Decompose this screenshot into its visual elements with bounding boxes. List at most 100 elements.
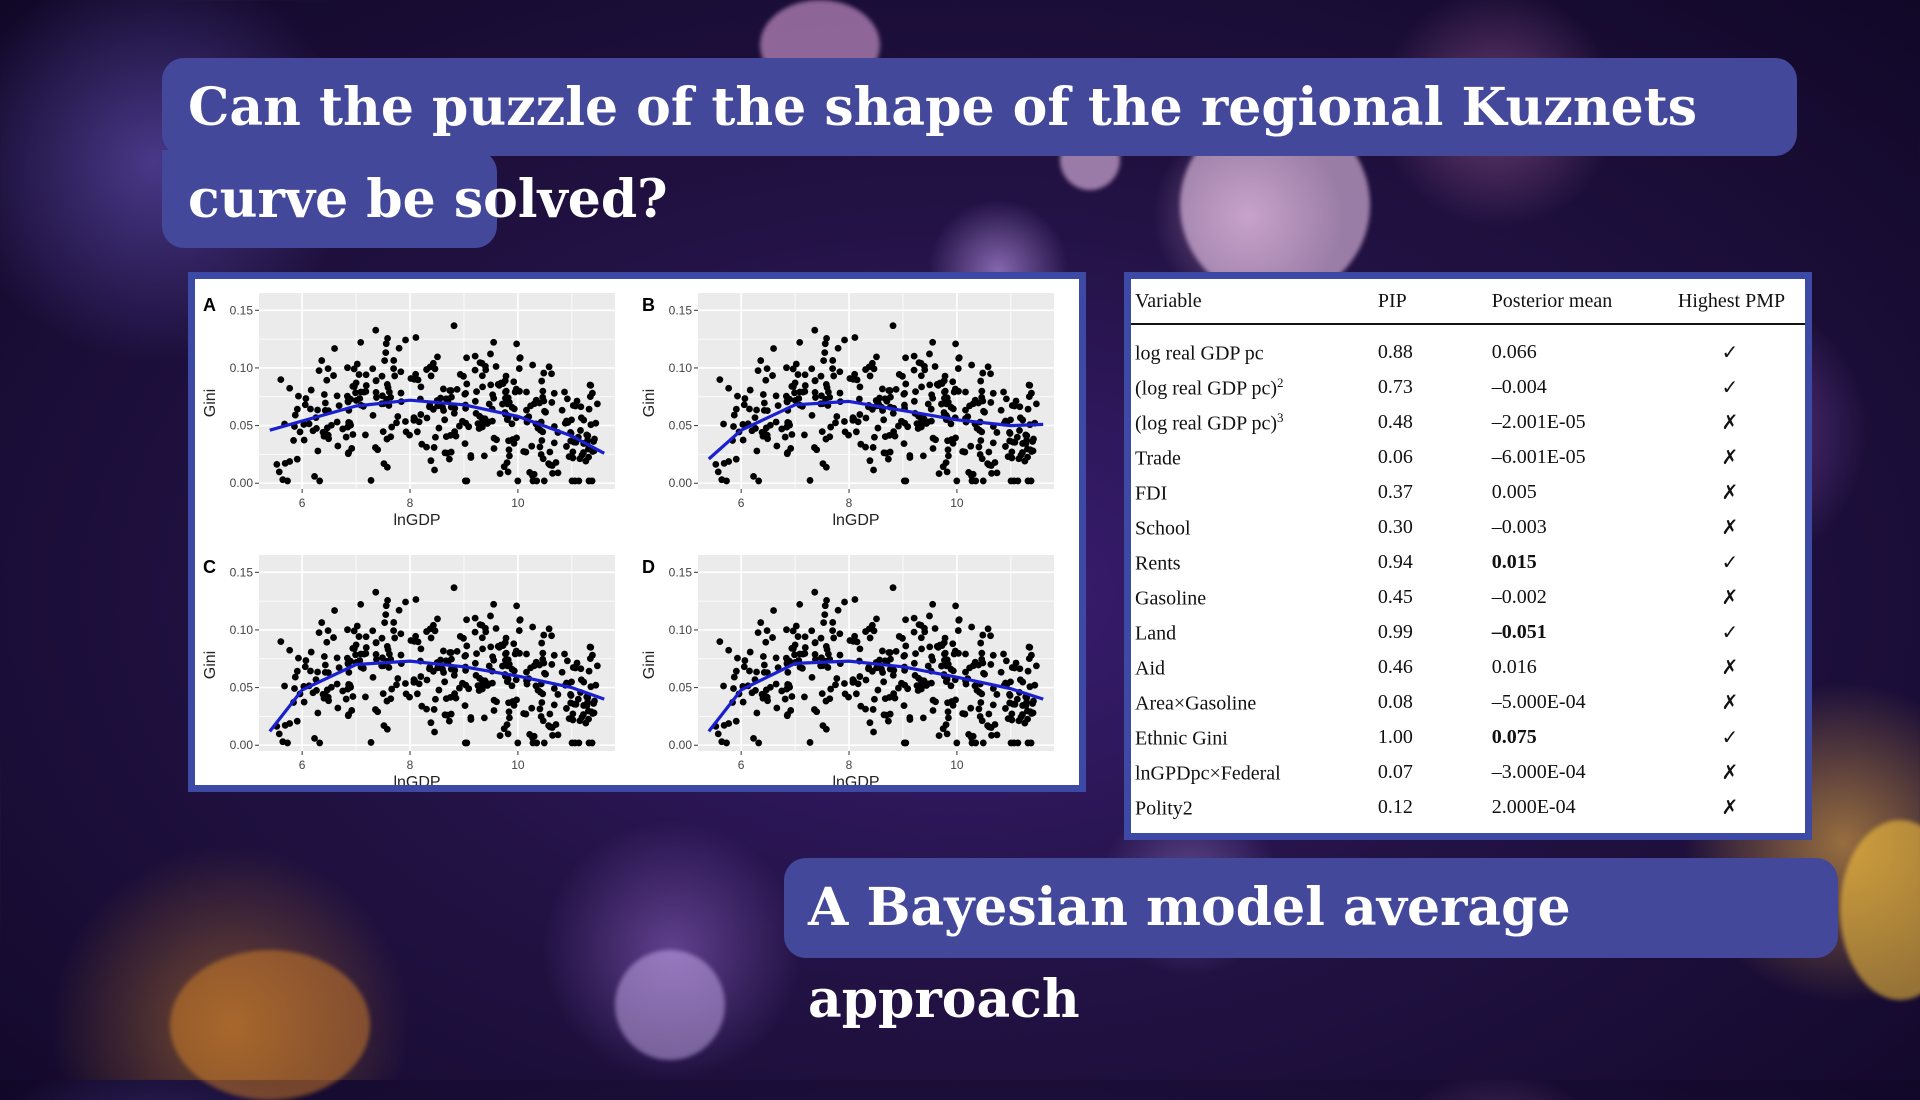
data-point bbox=[801, 633, 809, 641]
data-point bbox=[1008, 402, 1016, 409]
data-point bbox=[275, 730, 283, 738]
data-point bbox=[342, 433, 350, 441]
data-point bbox=[954, 627, 962, 634]
data-point bbox=[480, 714, 488, 722]
data-point bbox=[915, 674, 922, 682]
data-point bbox=[385, 388, 393, 396]
data-point bbox=[586, 381, 594, 389]
x-tick-label: 6 bbox=[738, 758, 745, 772]
data-point bbox=[463, 642, 471, 650]
data-point bbox=[503, 678, 511, 686]
data-point bbox=[475, 687, 483, 694]
data-point bbox=[442, 657, 450, 665]
data-point bbox=[355, 633, 363, 640]
cell-highest-pmp: ✗ bbox=[1674, 755, 1805, 790]
cell-variable: (log real GDP pc)3 bbox=[1131, 405, 1378, 440]
data-point bbox=[746, 648, 754, 656]
cell-highest-pmp: ✓ bbox=[1674, 615, 1805, 650]
data-point bbox=[750, 473, 757, 480]
data-point bbox=[373, 394, 380, 401]
data-point bbox=[876, 394, 883, 402]
data-point bbox=[527, 402, 534, 410]
data-point bbox=[949, 378, 957, 386]
data-point bbox=[550, 389, 558, 397]
data-point bbox=[1025, 381, 1033, 389]
data-point bbox=[333, 680, 341, 688]
data-point bbox=[989, 439, 997, 447]
data-point bbox=[884, 717, 892, 725]
pmp-mark: ✓ bbox=[1721, 377, 1739, 399]
data-point bbox=[482, 628, 490, 636]
data-point bbox=[989, 389, 997, 397]
data-point bbox=[891, 694, 899, 702]
data-point bbox=[1024, 405, 1032, 413]
data-point bbox=[772, 418, 780, 426]
data-point bbox=[394, 413, 402, 420]
data-point bbox=[1004, 453, 1012, 460]
data-point bbox=[385, 664, 393, 671]
data-point bbox=[817, 662, 825, 670]
cell-variable: lnGPDpc×Federal bbox=[1131, 755, 1378, 790]
bma-results-table-frame: Variable PIP Posterior mean Highest PMP … bbox=[1124, 272, 1812, 840]
data-point bbox=[506, 452, 513, 460]
data-point bbox=[302, 395, 310, 402]
data-point bbox=[529, 361, 537, 369]
data-point bbox=[886, 710, 894, 718]
data-point bbox=[353, 622, 361, 630]
table-row: (log real GDP pc)2 0.73 –0.004 ✓ bbox=[1131, 370, 1805, 405]
data-point bbox=[789, 627, 797, 635]
data-point bbox=[941, 394, 948, 402]
data-point bbox=[281, 682, 288, 690]
data-point bbox=[834, 344, 842, 352]
data-point bbox=[372, 326, 380, 334]
data-point bbox=[979, 369, 987, 377]
variable-name: (log real GDP pc) bbox=[1135, 377, 1277, 400]
data-point bbox=[447, 710, 455, 718]
y-tick-label: 0.15 bbox=[230, 565, 254, 579]
data-point bbox=[1019, 678, 1027, 686]
data-point bbox=[390, 357, 398, 364]
data-point bbox=[952, 696, 959, 704]
data-point bbox=[849, 414, 857, 421]
data-point bbox=[917, 372, 925, 380]
data-point bbox=[300, 436, 308, 444]
title-background bbox=[162, 150, 497, 248]
data-point bbox=[1024, 667, 1032, 675]
data-point bbox=[730, 423, 737, 430]
data-point bbox=[435, 686, 443, 694]
data-point bbox=[832, 681, 839, 689]
data-point bbox=[390, 365, 398, 373]
x-tick-label: 6 bbox=[738, 496, 745, 510]
data-point bbox=[446, 693, 454, 701]
data-point bbox=[880, 449, 888, 457]
data-point bbox=[943, 662, 950, 670]
data-point bbox=[446, 387, 454, 394]
data-point bbox=[984, 625, 992, 633]
data-point bbox=[450, 584, 458, 592]
data-point bbox=[379, 690, 387, 698]
fit-curve bbox=[707, 399, 1044, 461]
data-point bbox=[817, 372, 825, 380]
data-point bbox=[439, 647, 447, 655]
data-point bbox=[1000, 388, 1007, 396]
data-point bbox=[921, 628, 929, 636]
data-point bbox=[505, 437, 512, 445]
data-point bbox=[441, 416, 449, 424]
data-point bbox=[953, 477, 961, 485]
data-point bbox=[536, 443, 544, 451]
y-tick-label: 0.05 bbox=[230, 681, 254, 695]
data-point bbox=[943, 468, 951, 476]
header-pip: PIP bbox=[1377, 279, 1492, 325]
data-point bbox=[492, 625, 500, 632]
data-point bbox=[539, 690, 547, 698]
data-point bbox=[943, 730, 951, 738]
data-point bbox=[494, 642, 502, 650]
cell-highest-pmp: ✓ bbox=[1674, 545, 1805, 580]
data-point bbox=[878, 665, 885, 673]
data-point bbox=[580, 416, 588, 424]
data-point bbox=[384, 334, 391, 342]
data-point bbox=[817, 634, 825, 642]
data-point bbox=[353, 360, 361, 368]
data-point bbox=[952, 340, 960, 348]
data-point bbox=[335, 664, 343, 672]
